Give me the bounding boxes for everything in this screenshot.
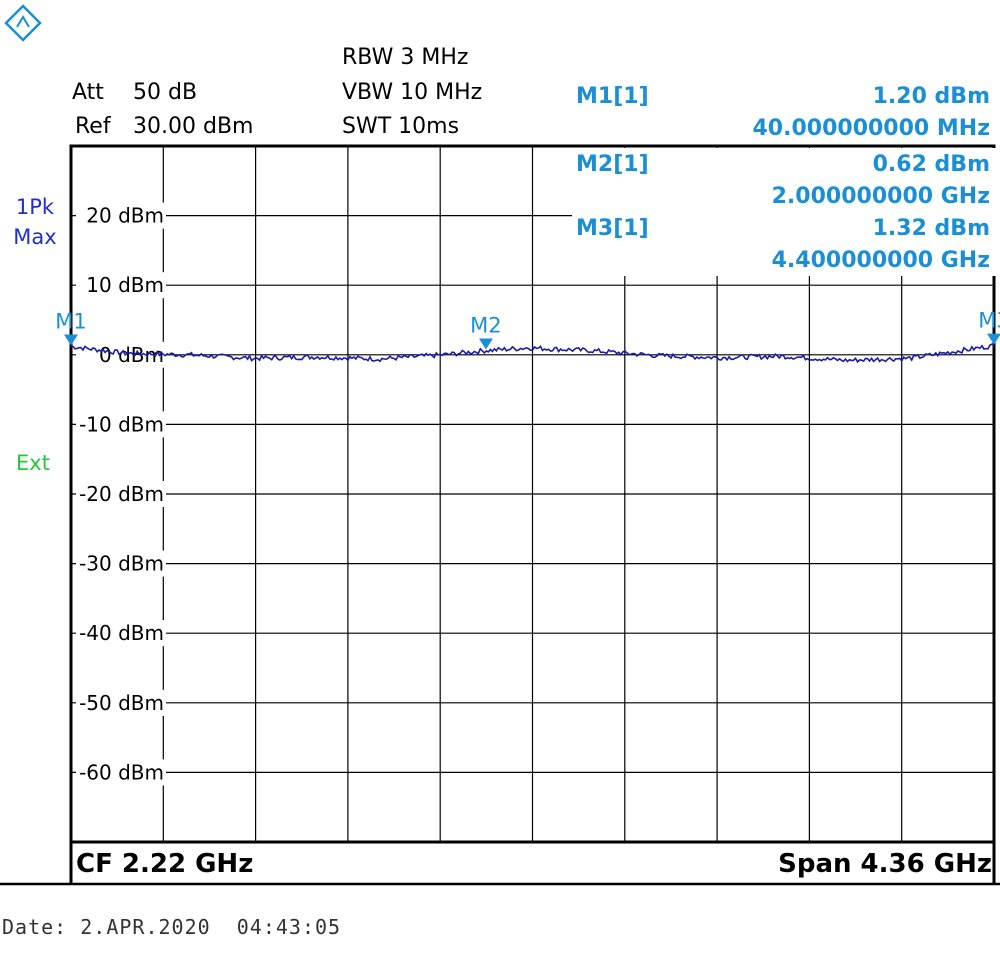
spectrum-trace [70, 343, 995, 364]
marker-1-label: M1[1] [576, 84, 649, 109]
trigger-ext-label: Ext [16, 451, 50, 475]
trace-detector-line1: 1Pk [15, 195, 55, 219]
marker-1-level: 1.20 dBm [872, 84, 990, 109]
capture-date: Date: 2.APR.2020 04:43:05 [2, 915, 342, 939]
y-tick-label-bg [76, 759, 166, 786]
y-tick-label-bg [76, 550, 166, 577]
y-tick-label: -50 dBm [79, 691, 164, 715]
att-value: 50 dB [133, 80, 198, 105]
marker-triangle [64, 334, 78, 346]
swt-setting: SWT 10ms [342, 114, 460, 139]
trace-detector-label: 1Pk Max [8, 192, 62, 252]
y-tick-label: -60 dBm [79, 760, 164, 784]
y-tick-label: 20 dBm [86, 204, 164, 228]
rbw-setting: RBW 3 MHz [342, 45, 469, 70]
marker-triangle [478, 338, 493, 350]
marker-3-frequency: 4.400000000 GHz [771, 248, 990, 273]
marker-3-level: 1.32 dBm [872, 216, 990, 241]
y-tick-label-bg [76, 272, 166, 299]
marker-3-label: M3[1] [576, 216, 649, 241]
marker-2-level: 0.62 dBm [872, 152, 990, 177]
ref-label: Ref [75, 114, 111, 139]
y-tick-label: -30 dBm [79, 552, 164, 576]
y-tick-label-bg [76, 481, 166, 507]
marker-readout-box [572, 148, 997, 276]
y-tick-label: -40 dBm [79, 621, 164, 645]
marker-1-frequency: 40.000000000 MHz [752, 116, 990, 141]
span: Span 4.36 GHz [778, 849, 992, 879]
att-label: Att [72, 80, 104, 105]
marker-tag: M3 [978, 309, 1000, 333]
center-frequency: CF 2.22 GHz [76, 849, 254, 879]
y-tick-label-bg [76, 411, 166, 438]
y-tick-label: -20 dBm [79, 482, 164, 506]
marker-triangle [987, 333, 1000, 345]
marker-tag: M1 [55, 309, 86, 333]
y-tick-label-bg [76, 202, 166, 229]
ref-value: 30.00 dBm [133, 114, 254, 139]
y-tick-label-bg [76, 620, 166, 647]
vbw-setting: VBW 10 MHz [342, 80, 483, 105]
marker-tag: M2 [470, 313, 501, 337]
trace-detector-line2: Max [13, 225, 57, 249]
y-tick-label: -10 dBm [79, 412, 164, 436]
y-tick-label: 10 dBm [86, 273, 164, 297]
y-tick-label-bg [76, 689, 166, 716]
marker-2-label: M2[1] [576, 152, 649, 177]
marker-2-frequency: 2.000000000 GHz [771, 184, 990, 209]
rohde-schwarz-logo [4, 4, 42, 42]
